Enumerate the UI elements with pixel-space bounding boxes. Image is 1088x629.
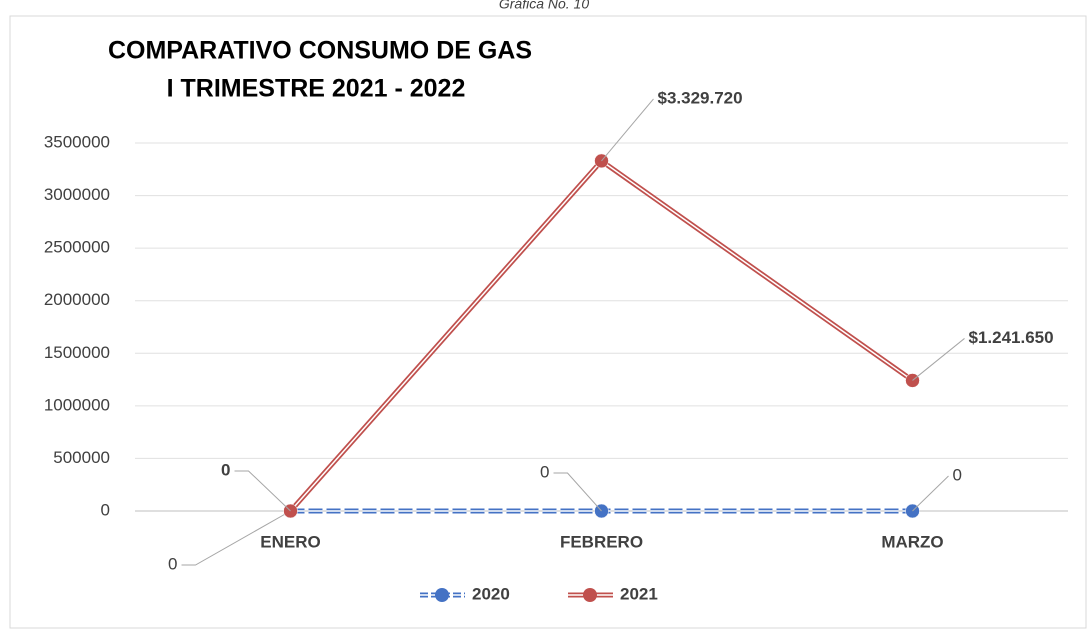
y-tick-label: 3500000: [44, 132, 110, 151]
y-tick-label: 500000: [53, 448, 110, 467]
data-label: $1.241.650: [969, 328, 1054, 347]
y-tick-label: 3000000: [44, 185, 110, 204]
chart-title: COMPARATIVO CONSUMO DE GAS: [108, 37, 532, 65]
legend-label: 2020: [472, 584, 510, 603]
leader-line: [912, 338, 965, 381]
x-tick-label: ENERO: [260, 532, 320, 551]
caption: Gráfica No. 10: [499, 0, 589, 12]
legend-marker: [435, 588, 449, 602]
leader-line: [181, 510, 291, 566]
y-tick-label: 2500000: [44, 238, 110, 257]
leader-line: [601, 98, 654, 162]
y-tick-label: 0: [101, 500, 110, 519]
chart-frame: [9, 15, 1087, 629]
leader-line: [553, 472, 602, 512]
data-label: 0: [540, 462, 549, 481]
y-tick-label: 1000000: [44, 395, 110, 414]
x-tick-label: MARZO: [881, 532, 943, 551]
data-label: 0: [953, 465, 962, 484]
y-tick-label: 1500000: [44, 343, 110, 362]
legend-label: 2021: [620, 584, 658, 603]
data-label: 0: [168, 554, 177, 573]
chart-title: I TRIMESTRE 2021 - 2022: [167, 75, 466, 103]
leader-line: [912, 475, 949, 512]
legend-marker: [583, 588, 597, 602]
data-label: $3.329.720: [658, 88, 743, 107]
y-tick-label: 2000000: [44, 290, 110, 309]
data-label: 0: [221, 460, 230, 479]
x-tick-label: FEBRERO: [560, 532, 643, 551]
leader-line: [234, 470, 291, 512]
